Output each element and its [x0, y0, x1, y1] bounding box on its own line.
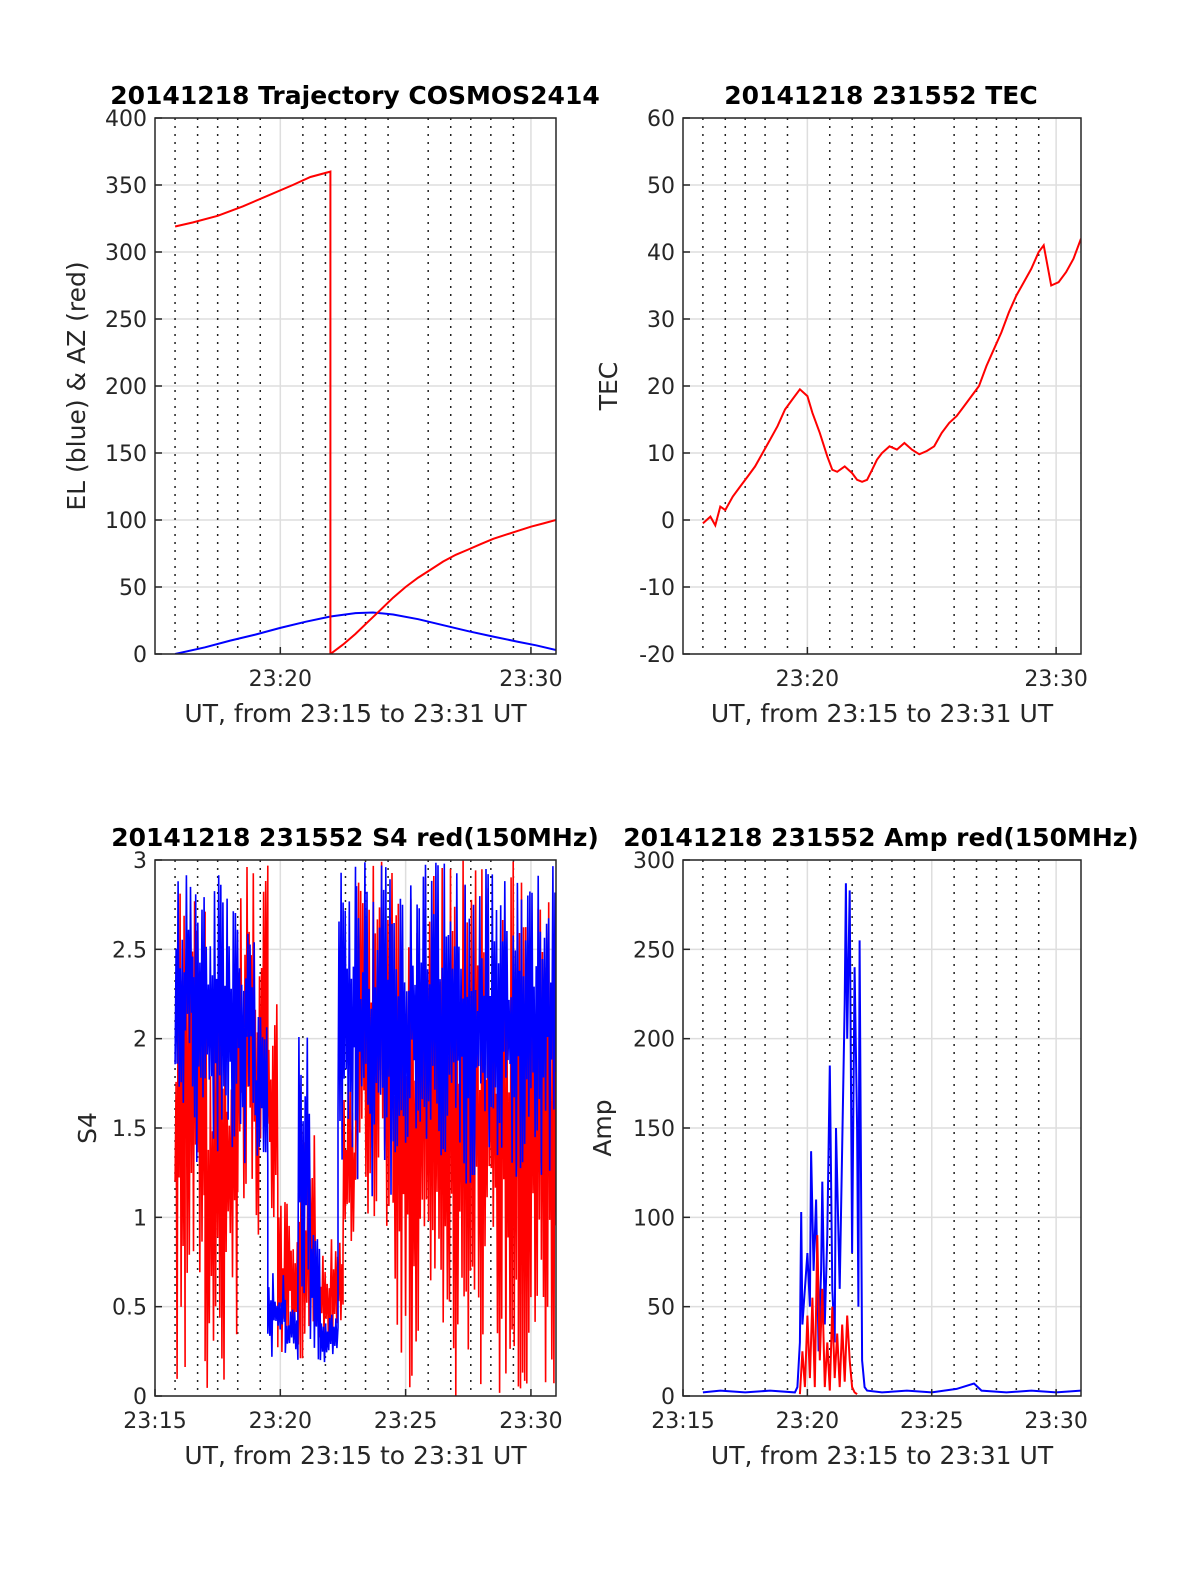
y-tick-label: 1.5: [112, 1117, 147, 1142]
y-tick-label: 0: [661, 1385, 675, 1410]
y-tick-label: -10: [639, 576, 675, 601]
amp-ylabel: Amp: [588, 1099, 617, 1156]
y-tick-label: 300: [105, 241, 147, 266]
y-tick-label: 250: [105, 308, 147, 333]
y-tick-label: 1: [133, 1206, 147, 1231]
x-tick-label: 23:25: [900, 1409, 963, 1434]
amp-series-amp_red: [798, 1235, 858, 1396]
y-tick-label: 30: [647, 308, 675, 333]
x-tick-label: 23:20: [249, 1409, 312, 1434]
y-tick-label: 350: [105, 174, 147, 199]
x-tick-label: 23:20: [776, 667, 839, 692]
x-tick-label: 23:15: [123, 1409, 186, 1434]
s4-series-s4_red: [174, 860, 556, 1396]
x-tick-label: 23:30: [499, 1409, 562, 1434]
x-tick-label: 23:30: [499, 667, 562, 692]
y-tick-label: 150: [633, 1117, 675, 1142]
s4-chart: 0 0.5 1 1.5 2 2.5 3 23:15 23:20 23:25 23:30 2014121…: [73, 823, 599, 1470]
y-tick-label: 0: [133, 1385, 147, 1410]
y-tick-label: 100: [105, 509, 147, 534]
y-tick-label: 0: [661, 509, 675, 534]
amp-series-amp_blue: [702, 883, 1081, 1394]
y-tick-label: 2.5: [112, 938, 147, 963]
y-tick-label: 50: [647, 1296, 675, 1321]
s4-series-s4_blue: [174, 862, 556, 1363]
y-tick-label: 20: [647, 375, 675, 400]
s4-title: 20141218 231552 S4 red(150MHz): [111, 823, 599, 852]
y-tick-label: 0.5: [112, 1296, 147, 1321]
x-tick-label: 23:25: [374, 1409, 437, 1434]
x-tick-label: 23:20: [249, 667, 312, 692]
y-tick-label: 50: [119, 576, 147, 601]
x-tick-label: 23:15: [651, 1409, 714, 1434]
plot-area: [702, 238, 1081, 529]
y-tick-label: 50: [647, 174, 675, 199]
plot-area: [702, 883, 1081, 1396]
y-tick-label: 200: [105, 375, 147, 400]
tec-title: 20141218 231552 TEC: [724, 81, 1037, 110]
trajectory-series-az: [174, 170, 556, 654]
y-tick-label: -20: [639, 643, 675, 668]
y-tick-label: 2: [133, 1028, 147, 1053]
s4-xlabel: UT, from 23:15 to 23:31 UT: [184, 1441, 527, 1470]
trajectory-ylabel: EL (blue) & AZ (red): [62, 261, 91, 510]
y-tick-label: 60: [647, 107, 675, 132]
y-tick-label: 200: [633, 1028, 675, 1053]
trajectory-title: 20141218 Trajectory COSMOS2414: [110, 81, 600, 110]
tec-ylabel: TEC: [594, 362, 623, 412]
y-tick-label: 300: [633, 849, 675, 874]
trajectory-series-el: [174, 611, 556, 654]
y-tick-label: 3: [133, 849, 147, 874]
s4-ylabel: S4: [73, 1112, 102, 1144]
amp-chart: 0 50 100 150 200 250 300 23:15 23:20 23:25 23:30 20…: [588, 823, 1139, 1470]
y-tick-label: 100: [633, 1206, 675, 1231]
plot-area: [174, 860, 556, 1396]
amp-title: 20141218 231552 Amp red(150MHz): [623, 823, 1139, 852]
x-tick-label: 23:20: [776, 1409, 839, 1434]
tec-chart: -20 -10 0 10 20 30 40 50 60 23:20 23:30 20141218 23…: [594, 81, 1088, 728]
y-tick-label: 250: [633, 938, 675, 963]
trajectory-xlabel: UT, from 23:15 to 23:31 UT: [184, 699, 527, 728]
y-tick-label: 400: [105, 107, 147, 132]
amp-xlabel: UT, from 23:15 to 23:31 UT: [711, 1441, 1054, 1470]
y-tick-label: 10: [647, 442, 675, 467]
y-tick-label: 40: [647, 241, 675, 266]
x-tick-label: 23:30: [1024, 667, 1087, 692]
trajectory-chart: 0 50 100 150 200 250 300 350 400 23:20 23:30 201412…: [62, 81, 600, 728]
plot-area: [174, 170, 556, 654]
tec-series-az: [702, 238, 1081, 529]
y-tick-label: 150: [105, 442, 147, 467]
x-tick-label: 23:30: [1024, 1409, 1087, 1434]
tec-xlabel: UT, from 23:15 to 23:31 UT: [711, 699, 1054, 728]
y-tick-label: 0: [133, 643, 147, 668]
